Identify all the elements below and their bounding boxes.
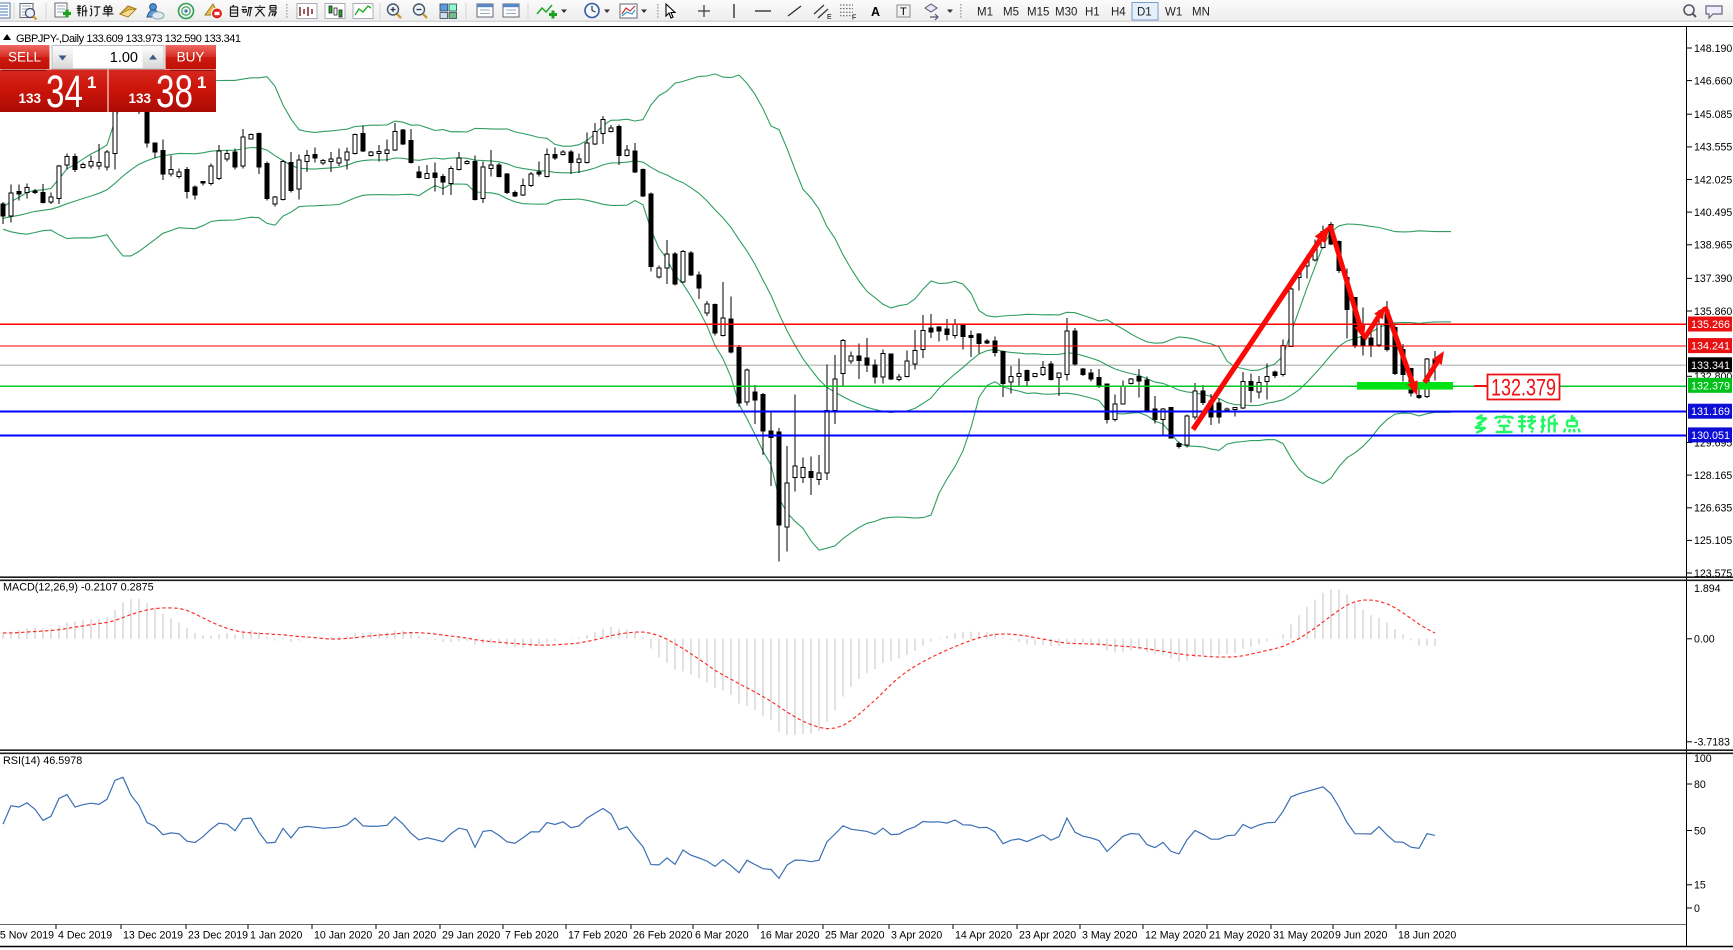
svg-text:140.495: 140.495 — [1694, 207, 1732, 219]
svg-text:132.379: 132.379 — [1491, 374, 1556, 401]
svg-text:133: 133 — [128, 91, 151, 106]
svg-text:0: 0 — [1694, 903, 1700, 915]
svg-text:146.660: 146.660 — [1694, 75, 1732, 87]
svg-text:23 Dec 2019: 23 Dec 2019 — [188, 930, 248, 942]
svg-text:38: 38 — [156, 66, 193, 117]
svg-text:M1: M1 — [977, 7, 993, 19]
svg-text:148.190: 148.190 — [1694, 43, 1732, 55]
svg-text:125.105: 125.105 — [1694, 535, 1732, 547]
svg-text:10 Jan 2020: 10 Jan 2020 — [314, 930, 372, 942]
svg-text:1 Jan 2020: 1 Jan 2020 — [250, 930, 303, 942]
svg-text:F: F — [852, 15, 856, 22]
svg-text:SELL: SELL — [8, 50, 42, 65]
svg-text:134.241: 134.241 — [1691, 341, 1730, 353]
svg-text:RSI(14) 46.5978: RSI(14) 46.5978 — [3, 755, 82, 767]
svg-text:20 Jan 2020: 20 Jan 2020 — [378, 930, 436, 942]
svg-text:1: 1 — [87, 73, 96, 92]
svg-text:137.390: 137.390 — [1694, 273, 1732, 285]
svg-text:34: 34 — [46, 66, 83, 117]
svg-text:21 May 2020: 21 May 2020 — [1209, 930, 1270, 942]
svg-text:13 Dec 2019: 13 Dec 2019 — [123, 930, 183, 942]
svg-text:26 Feb 2020: 26 Feb 2020 — [633, 930, 693, 942]
svg-text:133.341: 133.341 — [1691, 360, 1730, 372]
svg-text:1: 1 — [197, 73, 206, 92]
svg-text:GBPJPY-,Daily 133.609 133.973: GBPJPY-,Daily 133.609 133.973 132.590 13… — [16, 33, 241, 45]
svg-text:1.894: 1.894 — [1694, 583, 1721, 595]
svg-text:80: 80 — [1694, 779, 1706, 791]
svg-text:MN: MN — [1192, 7, 1210, 19]
svg-text:131.169: 131.169 — [1691, 406, 1730, 418]
svg-text:14 Apr 2020: 14 Apr 2020 — [955, 930, 1012, 942]
svg-text:MACD(12,26,9) -0.2107 0.2875: MACD(12,26,9) -0.2107 0.2875 — [3, 582, 154, 594]
svg-text:6 Mar 2020: 6 Mar 2020 — [695, 930, 749, 942]
svg-text:3 May 2020: 3 May 2020 — [1082, 930, 1137, 942]
svg-text:M15: M15 — [1027, 7, 1049, 19]
svg-text:D1: D1 — [1137, 7, 1152, 19]
svg-text:7 Feb 2020: 7 Feb 2020 — [505, 930, 559, 942]
svg-text:130.051: 130.051 — [1691, 430, 1730, 442]
svg-text:17 Feb 2020: 17 Feb 2020 — [568, 930, 628, 942]
svg-text:15: 15 — [1694, 880, 1706, 892]
svg-text:126.635: 126.635 — [1694, 503, 1732, 515]
svg-text:135.860: 135.860 — [1694, 306, 1732, 318]
svg-text:143.555: 143.555 — [1694, 142, 1732, 154]
svg-text:M5: M5 — [1003, 7, 1019, 19]
svg-text:16 Mar 2020: 16 Mar 2020 — [760, 930, 820, 942]
svg-text:12 May 2020: 12 May 2020 — [1145, 930, 1206, 942]
svg-text:132.379: 132.379 — [1691, 380, 1730, 392]
svg-text:A: A — [871, 5, 880, 19]
svg-text:142.025: 142.025 — [1694, 174, 1732, 186]
svg-text:0.00: 0.00 — [1694, 634, 1715, 646]
svg-text:23 Apr 2020: 23 Apr 2020 — [1019, 930, 1076, 942]
svg-text:1.00: 1.00 — [110, 50, 138, 66]
svg-text:3 Apr 2020: 3 Apr 2020 — [891, 930, 942, 942]
svg-text:H4: H4 — [1111, 7, 1126, 19]
svg-text:BUY: BUY — [177, 50, 205, 65]
svg-text:50: 50 — [1694, 825, 1706, 837]
svg-text:25 Nov 2019: 25 Nov 2019 — [0, 930, 54, 942]
svg-text:W1: W1 — [1165, 7, 1182, 19]
svg-text:4 Dec 2019: 4 Dec 2019 — [58, 930, 112, 942]
svg-text:29 Jan 2020: 29 Jan 2020 — [442, 930, 500, 942]
svg-text:E: E — [827, 14, 832, 21]
svg-text:M30: M30 — [1055, 7, 1077, 19]
svg-text:100: 100 — [1694, 753, 1712, 765]
svg-text:-3.7183: -3.7183 — [1694, 737, 1730, 749]
svg-text:18 Jun 2020: 18 Jun 2020 — [1398, 930, 1456, 942]
svg-text:T: T — [900, 6, 907, 18]
svg-text:128.165: 128.165 — [1694, 470, 1732, 482]
svg-text:H1: H1 — [1085, 7, 1100, 19]
svg-text:138.965: 138.965 — [1694, 240, 1732, 252]
svg-text:133: 133 — [18, 91, 41, 106]
svg-text:31 May 2020: 31 May 2020 — [1273, 930, 1334, 942]
svg-text:123.575: 123.575 — [1694, 568, 1732, 580]
svg-text:25 Mar 2020: 25 Mar 2020 — [825, 930, 885, 942]
svg-text:9 Jun 2020: 9 Jun 2020 — [1335, 930, 1388, 942]
svg-text:145.085: 145.085 — [1694, 109, 1732, 121]
svg-text:135.266: 135.266 — [1691, 319, 1730, 331]
